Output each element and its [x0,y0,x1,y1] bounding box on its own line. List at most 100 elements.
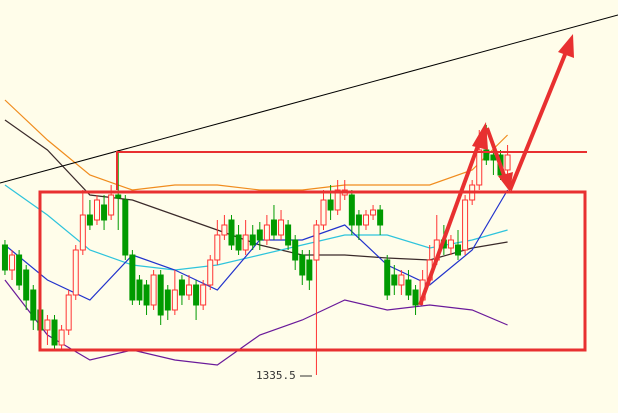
candle [320,190,327,230]
candle-body [9,254,16,271]
candle [270,205,277,240]
candle-body [221,224,228,236]
candle-body [355,214,362,226]
candle [171,270,178,315]
candle [341,180,348,200]
candle [122,195,129,260]
candle [228,215,235,250]
candle [178,275,185,305]
candle [412,285,419,315]
candle-body [306,259,313,281]
candle-body [270,219,277,236]
arrow-head [472,122,488,150]
candle [157,270,164,325]
candle-body [483,149,490,161]
candle [58,325,65,350]
candle-body [200,284,207,306]
candle-body [476,149,483,186]
indicator-line [4,99,508,191]
candle [200,280,207,310]
candle-body [143,284,150,306]
candle [108,185,115,220]
candle [101,195,108,230]
trend-line [0,14,618,184]
candle [377,205,384,235]
arrow [485,127,507,179]
candle [93,195,100,225]
candle-body [370,209,377,216]
candle-body [334,189,341,211]
candle-body [72,249,79,296]
candle-body [93,199,100,221]
candle-body [412,289,419,306]
candle [405,270,412,300]
arrow [508,51,568,191]
candle [129,250,136,305]
candle-body [51,319,58,346]
candle [115,150,122,230]
candle [143,280,150,315]
candle-body [214,234,221,261]
candle [9,250,16,280]
candle-body [122,199,129,256]
candle [242,220,249,255]
candle [214,220,221,265]
candle-body [320,199,327,226]
candle-body [285,224,292,246]
candle [334,180,341,215]
candle-body [16,254,23,286]
candle [186,275,193,300]
candle-body [136,279,143,301]
candle [136,275,143,305]
candle [235,225,242,255]
candle [79,190,86,255]
candle-body [398,274,405,286]
candle [256,222,263,250]
candle [462,195,469,255]
candle-body [129,254,136,301]
candle [86,200,93,230]
candle-body [186,284,193,296]
candle-body [86,214,93,226]
candle [384,255,391,300]
candle [447,235,454,255]
candle-body [391,274,398,286]
candle [221,215,228,240]
candle-body [1,244,8,271]
candle [150,270,157,310]
candle-body [327,199,334,211]
candle [285,220,292,250]
candle-body [384,259,391,296]
candle-body [157,274,164,316]
arrows [418,34,574,306]
candle [65,290,72,335]
arrow-head [558,34,574,58]
candle-body [299,254,306,276]
candle-body [242,234,249,251]
candle-body [115,194,122,199]
candle-body [79,214,86,251]
candle [362,210,369,230]
candle-body [278,219,285,236]
candle-body [164,289,171,311]
candle [207,255,214,290]
candle [164,285,171,320]
candle [263,215,270,245]
candle-body [171,289,178,311]
candle [398,270,405,295]
candle-body [292,239,299,261]
candle-body [193,284,200,306]
indicator-line [4,279,508,366]
candle [299,250,306,285]
arrow [418,139,482,306]
candle [348,190,355,235]
candle [193,280,200,320]
candle-body [462,199,469,251]
candle [306,250,313,290]
candle [30,285,37,330]
candle-body [23,269,30,301]
candle-body [447,239,454,249]
low-label: 1335.5 [256,369,296,382]
